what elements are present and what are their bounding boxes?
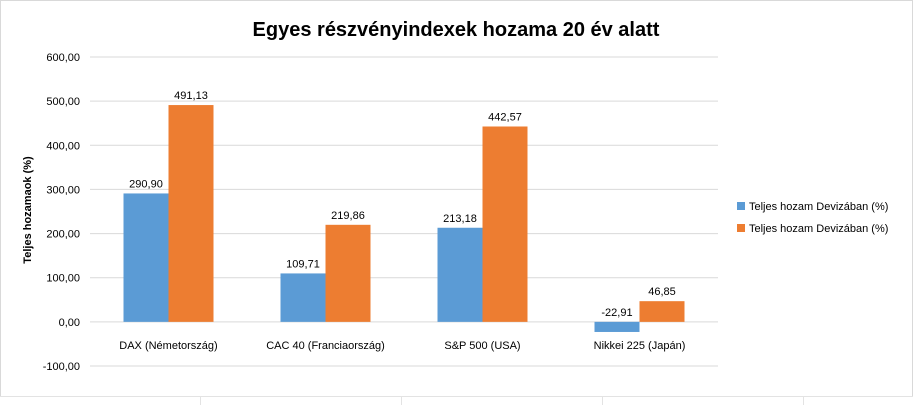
y-tick-label: 500,00 — [46, 96, 80, 108]
data-label: 442,57 — [488, 111, 522, 123]
bar-series2-2 — [482, 126, 528, 322]
x-axis-ticks: DAX (Németország) CAC 40 (Franciaország) S… — [119, 340, 685, 352]
bar-series2-3 — [639, 301, 685, 322]
bar-series1-2 — [437, 227, 483, 322]
x-tick-label: CAC 40 (Franciaország) — [266, 340, 385, 352]
data-label: 213,18 — [443, 213, 477, 225]
y-axis-label: Teljes hozamaok (%) — [22, 156, 34, 264]
y-tick-label: 400,00 — [46, 140, 80, 152]
legend: Teljes hozam Devizában (%) Teljes hozam D… — [737, 201, 888, 235]
y-tick-label: 200,00 — [46, 229, 80, 241]
legend-swatch — [737, 224, 745, 232]
bar-series1-0 — [123, 193, 169, 322]
legend-entry: Teljes hozam Devizában (%) — [749, 223, 888, 235]
sheet-gridlines — [0, 396, 913, 405]
x-tick-label: S&P 500 (USA) — [444, 340, 520, 352]
data-label: 290,90 — [129, 178, 163, 190]
y-tick-label: 0,00 — [59, 317, 80, 329]
data-label: 219,86 — [331, 210, 365, 222]
y-tick-label: 600,00 — [46, 52, 80, 64]
data-label: 109,71 — [286, 258, 320, 270]
bar-series2-1 — [325, 224, 371, 322]
legend-entry: Teljes hozam Devizában (%) — [749, 201, 888, 213]
data-labels: 290,90 491,13 109,71 219,86 213,18 442,57 -22,… — [129, 90, 676, 319]
y-tick-label: -100,00 — [43, 361, 80, 373]
bar-series2-0 — [168, 105, 214, 322]
y-axis-ticks: -100,00 0,00 100,00 200,00 300,00 400,00 500,0… — [43, 52, 80, 373]
legend-swatch — [737, 202, 745, 210]
chart-title: Egyes részvényindexek hozama 20 év alatt — [253, 19, 660, 41]
data-label: 46,85 — [648, 286, 676, 298]
x-tick-label: DAX (Németország) — [119, 340, 217, 352]
data-label: -22,91 — [601, 307, 632, 319]
x-tick-label: Nikkei 225 (Japán) — [594, 340, 686, 352]
bars — [123, 105, 685, 332]
y-tick-label: 300,00 — [46, 184, 80, 196]
y-tick-label: 100,00 — [46, 273, 80, 285]
bar-series1-1 — [280, 273, 326, 322]
data-label: 491,13 — [174, 90, 208, 102]
bar-series1-3 — [594, 321, 640, 332]
